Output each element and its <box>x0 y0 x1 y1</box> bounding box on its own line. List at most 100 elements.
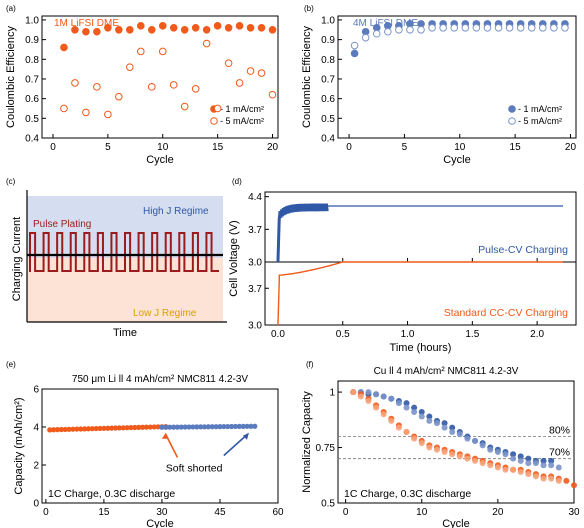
panel-a-point-filled <box>202 25 211 34</box>
panel-e-point-orange <box>81 426 88 432</box>
panel-f-point-orange-dark <box>571 482 577 489</box>
panel-b-point-open <box>439 24 447 32</box>
panel-f-point-orange-light <box>380 411 387 418</box>
panel-a-xtick-label: 20 <box>267 142 279 153</box>
panel-e-point-orange <box>70 426 76 432</box>
panel-e-point-blue <box>186 424 192 430</box>
panel-e-point-orange <box>116 425 122 431</box>
panel-b-xtick-label: 20 <box>565 142 577 153</box>
panel-f-point-orange-light <box>464 455 471 462</box>
panel-b-ytick-label: 0.9 <box>321 35 335 46</box>
panel-d-xtick-label: 0.5 <box>336 329 350 340</box>
panel-b-legend-marker <box>508 117 516 125</box>
panel-f-point-orange-light <box>403 429 410 436</box>
panel-a-point-open <box>235 79 244 87</box>
panel-d-top-ytick-label: 3.0 <box>248 258 262 269</box>
panel-e-y-axis-label: Capacity (mAh/cm²) <box>13 397 25 494</box>
panel-e-plot-frame <box>41 388 279 504</box>
panel-a-point-filled <box>115 25 123 34</box>
panel-e-point-blue <box>163 424 169 430</box>
panel-e-point-blue <box>236 423 242 430</box>
panel-d-xtick-label: 0.0 <box>271 329 285 340</box>
panel-a-xtick-label: 5 <box>105 142 111 153</box>
panel-b-point-open <box>527 24 536 32</box>
panel-b-ytick-label: 0.7 <box>321 74 335 85</box>
panel-a-ytick-label: 0.5 <box>25 114 39 125</box>
panel-e-point-blue <box>228 423 235 430</box>
panel-f-point-orange-light <box>532 473 539 480</box>
panel-a-xtick-label: 15 <box>212 142 224 153</box>
panel-a-point-filled <box>60 43 68 52</box>
panel-b-point-open <box>516 24 525 32</box>
panel-e-point-blue <box>194 424 200 430</box>
panel-a-point-filled <box>235 22 244 30</box>
panel-e-point-orange <box>105 425 111 431</box>
panel-e-point-blue <box>240 423 246 429</box>
panel-e-point-orange <box>58 426 64 433</box>
panel-b-point-open <box>494 24 503 32</box>
panel-b-ytick-label: 0.6 <box>321 94 335 105</box>
panel-a-ytick-label: 0.8 <box>25 55 39 66</box>
panel-f-plot-frame <box>337 380 575 504</box>
panel-c-pulse-label: Pulse Plating <box>33 219 91 230</box>
panel-f-point-blue-light <box>395 400 402 407</box>
panel-f-point-blue-light <box>365 389 372 396</box>
panel-b-point-open <box>384 27 392 36</box>
panel-f-point-orange-dark <box>563 477 570 484</box>
panel-e-ytick-label: 6 <box>33 385 39 396</box>
panel-e-point-blue <box>178 424 184 430</box>
panel-f-point-blue-light <box>433 420 440 427</box>
panel-b-legend-label: - 1 mA/cm² <box>518 104 562 114</box>
panel-b-point-open <box>483 24 492 32</box>
panel-c-y-axis-label: Charging Current <box>11 217 23 301</box>
panel-e-title: 750 μm Li ll 4 mAh/cm² NMC811 4.2-3V <box>72 374 249 385</box>
panel-a-point-open <box>268 90 277 99</box>
panel-f-point-orange-light <box>426 444 433 451</box>
panel-b-ytick-label: 0.8 <box>321 55 335 66</box>
panel-a-ytick-label: 0.9 <box>25 35 39 46</box>
panel-b-point-open <box>472 24 481 32</box>
panel-e-arrowhead-blue <box>242 432 249 440</box>
panel-f-point-blue-light <box>540 462 547 469</box>
panel-e-point-blue <box>252 423 258 429</box>
panel-f-point-blue-light <box>373 391 380 398</box>
panel-a-point-filled <box>136 22 145 30</box>
panel-e-point-orange <box>120 425 126 431</box>
panel-f-ytick-label: 1 <box>329 388 335 399</box>
panel-d-pulse-voltage-curve <box>276 203 329 263</box>
panel-e-point-blue <box>221 423 227 430</box>
panel-e-point-orange <box>97 425 103 432</box>
panel-d-cccv-voltage-curve <box>277 261 564 326</box>
panel-f-point-orange-light <box>365 397 372 404</box>
panel-f-point-blue-light <box>464 435 471 442</box>
panel-f-point-blue-light <box>426 417 433 424</box>
panel-f-point-orange-light <box>373 404 380 411</box>
panel-f-point-orange-light <box>395 424 402 431</box>
panel-e-ytick-label: 4 <box>33 423 39 434</box>
panel-e-xtick-label: 45 <box>214 507 226 518</box>
panel-f-letter: (f) <box>306 360 314 369</box>
panel-a-point-filled <box>158 22 167 30</box>
panel-a-point-filled <box>104 24 112 32</box>
panel-e-point-blue <box>209 424 215 430</box>
panel-a-point-open <box>202 39 211 48</box>
panel-a-xtick-label: 0 <box>50 142 56 153</box>
panel-a-letter: (a) <box>6 4 16 13</box>
panel-f-point-orange-light <box>411 435 418 442</box>
panel-e-point-orange <box>136 424 142 430</box>
panel-e-point-orange <box>147 424 153 430</box>
panel-f-point-blue-dark <box>510 451 517 458</box>
panel-a-point-open <box>126 63 134 71</box>
panel-d-top-ytick-label: 4.4 <box>248 192 262 203</box>
panel-d-xtick-label: 1.5 <box>465 329 479 340</box>
panel-a-ytick-label: 0.4 <box>25 134 39 145</box>
panel-d-xtick-label: 2.0 <box>530 329 544 340</box>
panel-e-ytick-label: 0 <box>33 499 39 510</box>
panel-a-legend-label: - 1 mA/cm² <box>220 104 264 114</box>
panel-b-ytick-label: 1.0 <box>321 15 335 26</box>
panel-b-xtick-label: 15 <box>510 142 522 153</box>
panel-a-point-filled <box>169 24 178 32</box>
panel-e-point-blue <box>201 424 208 430</box>
panel-e-xtick-label: 30 <box>156 507 168 518</box>
panel-f-y-axis-label: Normalized Capacity <box>301 391 313 493</box>
